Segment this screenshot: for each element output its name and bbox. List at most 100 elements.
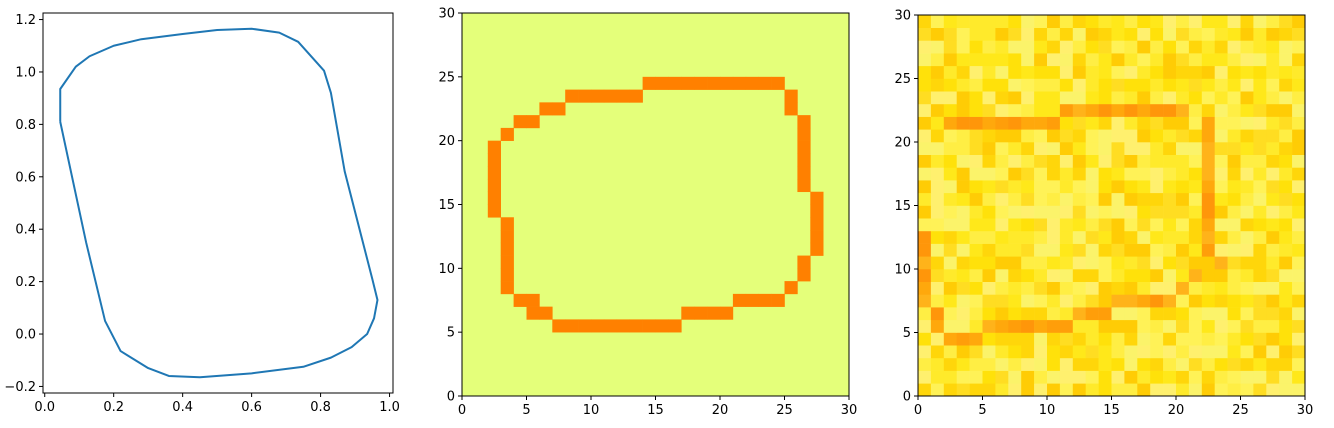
heatmap-cell — [956, 307, 970, 321]
heatmap-cell — [1085, 243, 1099, 257]
heatmap-cell — [1188, 116, 1203, 130]
heatmap-cell — [1111, 142, 1125, 155]
heatmap-cell — [1098, 218, 1112, 232]
heatmap-cell — [1072, 142, 1086, 155]
heatmap-cell — [1176, 370, 1190, 384]
heatmap-cell — [1047, 218, 1061, 232]
heatmap-cell — [1253, 332, 1267, 346]
heatmap-cell — [918, 91, 932, 105]
heatmap-cell — [1176, 307, 1190, 321]
heatmap-cell — [982, 53, 996, 67]
heatmap-cell — [1227, 27, 1241, 41]
heatmap-cell — [956, 269, 970, 282]
heatmap-cell — [1292, 230, 1306, 244]
heatmap-cell — [1266, 27, 1280, 41]
heatmap-cell — [943, 383, 957, 397]
heatmap-cell — [1176, 243, 1190, 257]
heatmap-cell — [1163, 205, 1177, 219]
heatmap-cell — [1137, 103, 1151, 117]
heatmap-cell — [1253, 116, 1267, 130]
heatmap-cell — [810, 204, 824, 218]
heatmap-cell — [969, 243, 983, 257]
heatmap-cell — [1176, 53, 1190, 67]
heatmap-cell — [1253, 269, 1267, 282]
heatmap-cell — [982, 154, 996, 168]
heatmap-cell — [1111, 332, 1125, 346]
x-tick-label: 0.4 — [172, 400, 193, 415]
heatmap-cell — [1292, 53, 1306, 67]
heatmap-cell — [1240, 53, 1254, 67]
heatmap-cell — [1253, 167, 1267, 181]
y-tick-label: 15 — [438, 198, 455, 213]
heatmap-cell — [918, 40, 932, 54]
heatmap-cell — [995, 243, 1009, 257]
heatmap-cell — [1008, 357, 1022, 371]
heatmap-cell — [1085, 78, 1099, 92]
heatmap-cell — [552, 102, 566, 116]
line-plot-panel: 0.0 0.2 0.4 0.6 0.8 1.0 −0.2 0.0 0.2 0.4 0.6 0.8 1.0… — [4, 12, 400, 415]
heatmap-cell — [1292, 205, 1306, 219]
heatmap-cell — [1163, 53, 1177, 67]
heatmap-cell — [1150, 256, 1164, 270]
heatmap-cell — [1008, 142, 1022, 155]
heatmap-cell — [969, 192, 983, 206]
heatmap-cell — [1214, 205, 1228, 219]
heatmap-cell — [1137, 218, 1151, 232]
heatmap-cell — [956, 27, 970, 41]
heatmap-cell — [1098, 129, 1112, 143]
heatmap-cell — [995, 91, 1009, 105]
heatmap-cell — [995, 192, 1009, 206]
heatmap-cell — [1059, 357, 1074, 371]
heatmap-cell — [1150, 129, 1164, 143]
y-tick-label: 0.8 — [15, 118, 36, 133]
heatmap-cell — [1227, 269, 1241, 282]
heatmap-cell — [1214, 345, 1228, 359]
y-tick-label: 0.6 — [15, 170, 36, 185]
heatmap-cell — [1176, 357, 1190, 371]
heatmap-cell — [1240, 103, 1254, 117]
heatmap-cell — [1163, 281, 1177, 295]
heatmap-cell — [1201, 65, 1215, 79]
heatmap-cell — [1072, 103, 1086, 117]
heatmap-cell — [1085, 370, 1099, 384]
heatmap-cell — [1227, 142, 1241, 155]
heatmap-cell — [1137, 129, 1151, 143]
heatmap-cell — [1072, 357, 1086, 371]
heatmap-cell — [1292, 103, 1306, 117]
heatmap-cell — [995, 357, 1009, 371]
heatmap-cell — [1059, 15, 1074, 28]
heatmap-cell — [969, 357, 983, 371]
heatmap-cell — [1176, 218, 1190, 232]
heatmap-cell — [1098, 167, 1112, 181]
heatmap-cell — [1188, 53, 1203, 67]
y-tick-label: 1.2 — [15, 13, 36, 28]
heatmap-cell — [1047, 40, 1061, 54]
heatmap-cell — [1201, 243, 1215, 257]
heatmap-cell — [1163, 167, 1177, 181]
heatmap-cell — [1021, 243, 1035, 257]
heatmap-cell — [930, 357, 945, 371]
heatmap-cell — [1176, 15, 1190, 28]
heatmap-cell — [1047, 383, 1061, 397]
heatmap-cell — [1059, 256, 1074, 270]
heatmap-cell — [995, 230, 1009, 244]
heatmap-cell — [1201, 230, 1215, 244]
heatmap-cell — [1266, 218, 1280, 232]
heatmap-cell — [930, 281, 945, 295]
heatmap-cell — [1253, 53, 1267, 67]
heatmap-cell — [1111, 269, 1125, 282]
heatmap-cell — [1137, 116, 1151, 130]
heatmap-cell — [1240, 218, 1254, 232]
heatmap-cell — [1188, 243, 1203, 257]
heatmap-cell — [1085, 294, 1099, 308]
heatmap-cell — [956, 129, 970, 143]
heatmap-cell — [1150, 319, 1164, 333]
heatmap-cell — [1201, 27, 1215, 41]
heatmap-cell — [1163, 269, 1177, 282]
heatmap-cell — [995, 370, 1009, 384]
heatmap-cell — [930, 167, 945, 181]
heatmap-cell — [1072, 27, 1086, 41]
heatmap-cell — [1085, 269, 1099, 282]
heatmap-cell — [1059, 65, 1074, 79]
heatmap-cell — [995, 218, 1009, 232]
